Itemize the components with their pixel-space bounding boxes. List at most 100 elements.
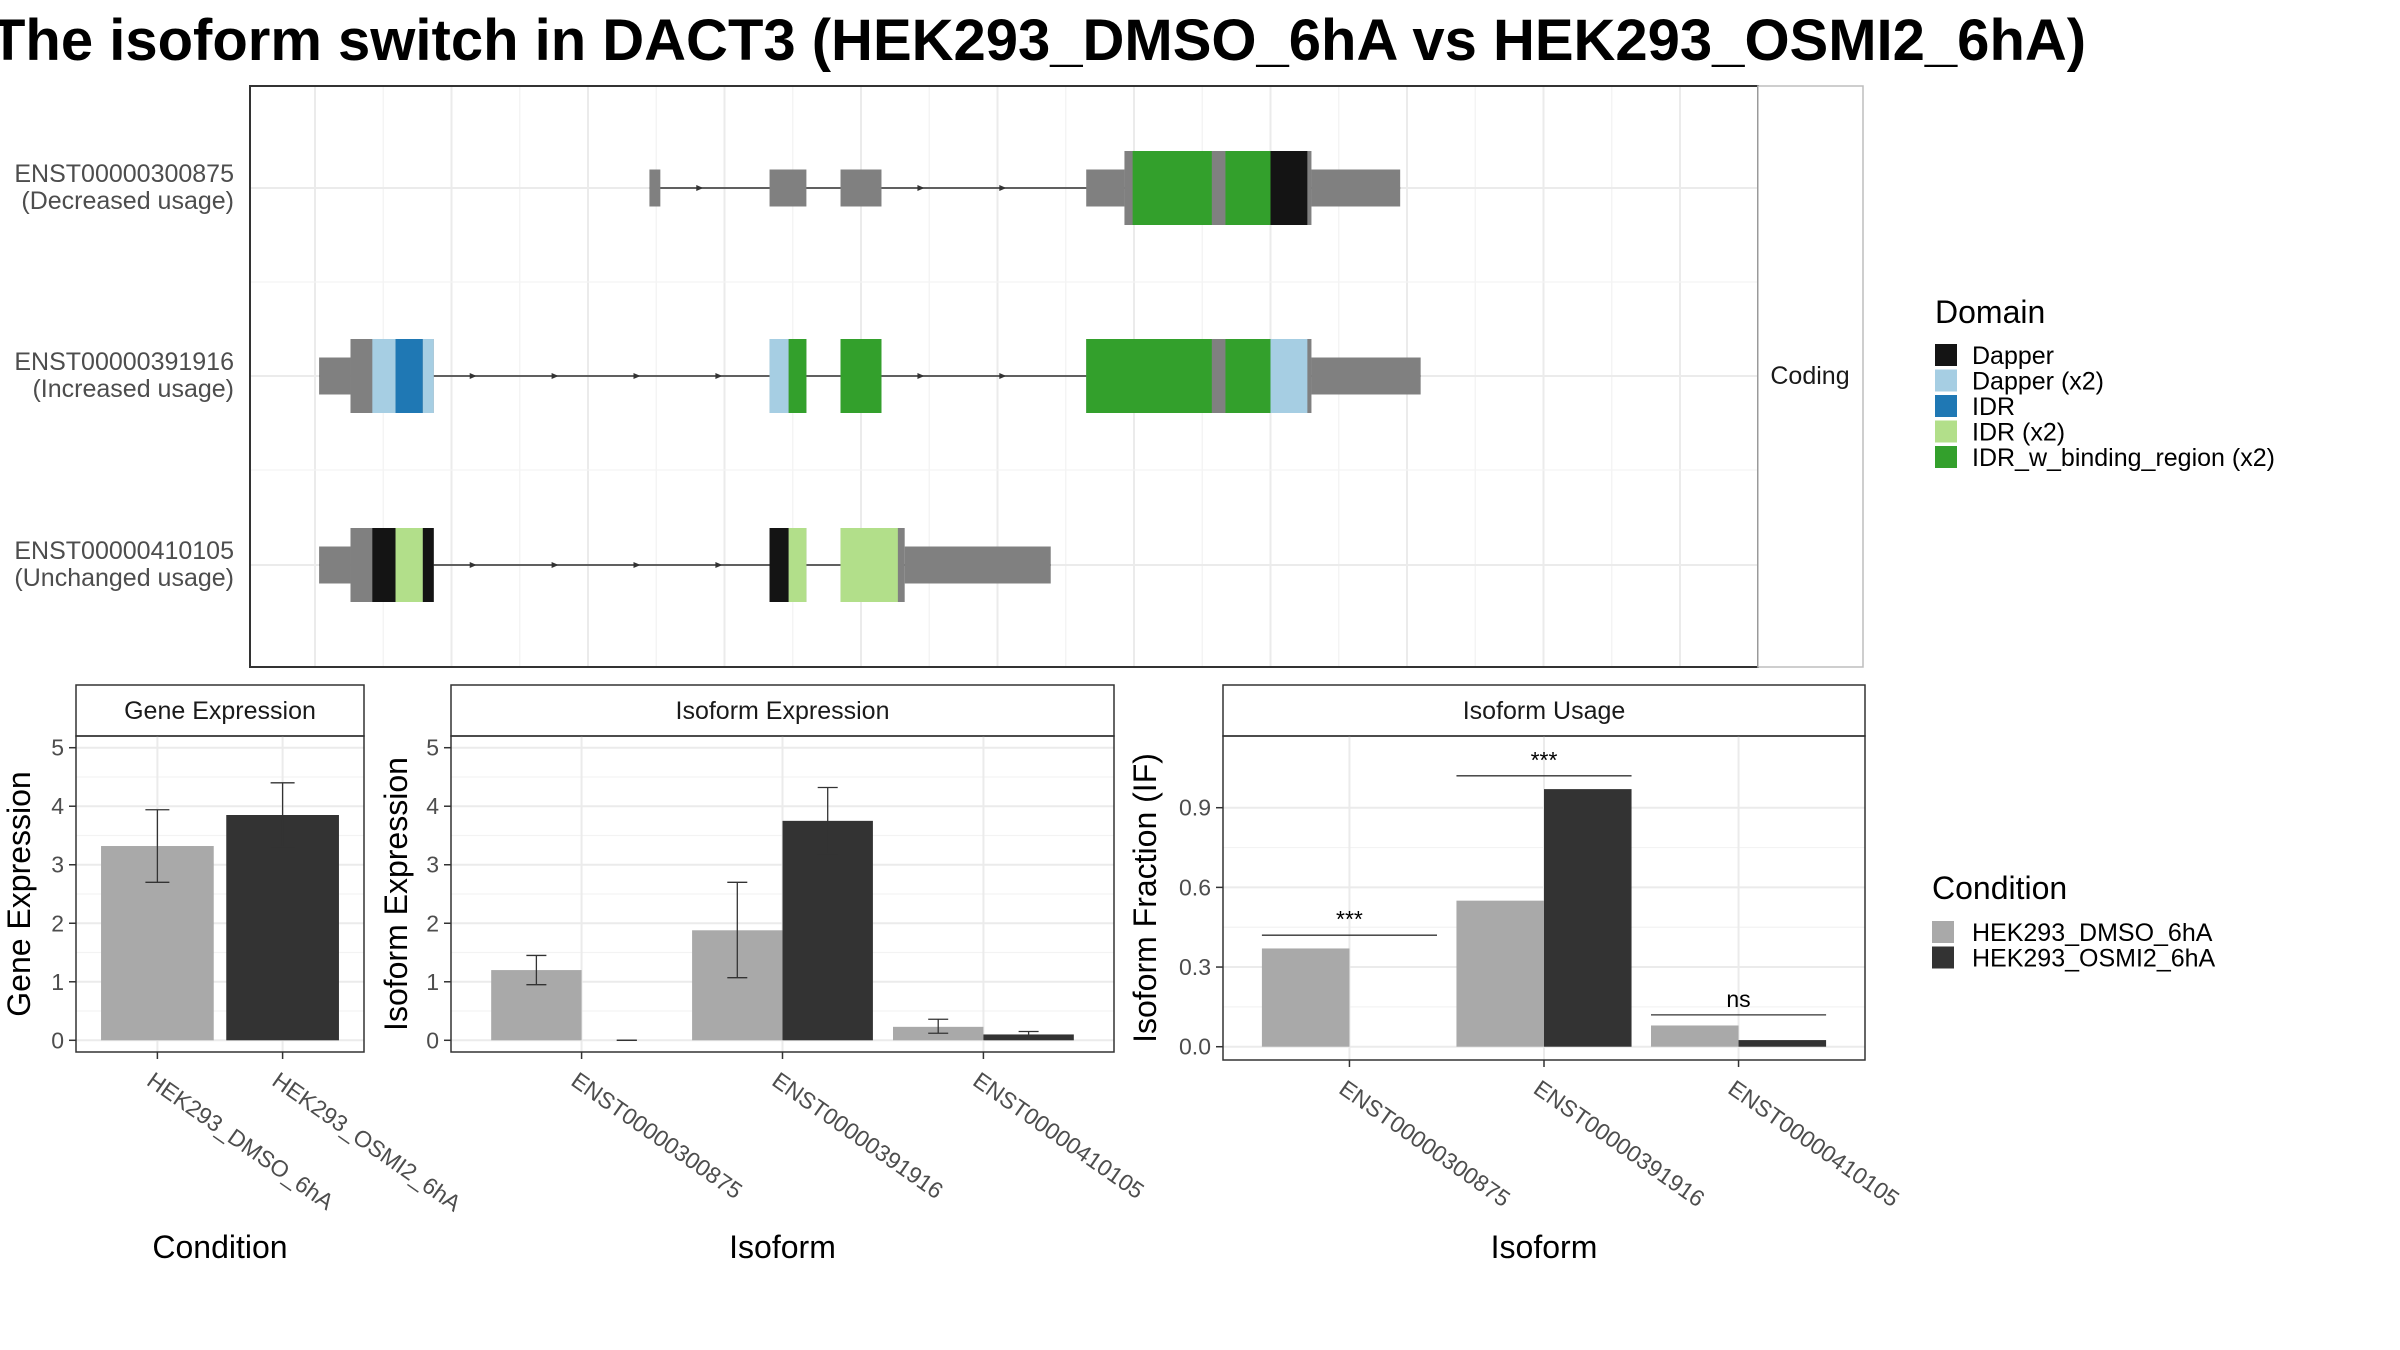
panel-strip	[75, 684, 365, 737]
legend-swatch	[1935, 344, 1957, 366]
legend-item-label: HEK293_DMSO_6hA	[1972, 919, 2213, 947]
y-axis-title: Isoform Fraction (IF)	[1127, 753, 1163, 1043]
y-tick-label: 0.6	[1179, 874, 1211, 900]
y-tick-label: 4	[426, 793, 439, 819]
bar	[782, 820, 873, 1041]
legend-title: Condition	[1932, 870, 2067, 906]
legend-item-label: IDR	[1972, 393, 2015, 421]
domain-block	[372, 339, 396, 413]
y-tick-label: 0.9	[1179, 795, 1211, 821]
legend-title: Domain	[1935, 294, 2045, 330]
x-tick-label: ENST00000391916	[768, 1067, 948, 1204]
x-tick-label: ENST00000410105	[1724, 1075, 1904, 1212]
legend-swatch	[1935, 420, 1957, 443]
domain-block	[1270, 151, 1308, 225]
domain-block	[769, 528, 789, 602]
exon-block	[1311, 357, 1421, 395]
y-tick-label: 2	[51, 910, 64, 936]
panel-strip	[1222, 684, 1866, 737]
y-tick-label: 4	[51, 793, 64, 819]
domain-block	[1225, 151, 1271, 225]
domain-block	[788, 339, 807, 413]
significance-label: ***	[1531, 747, 1558, 773]
intron-arrow	[696, 185, 704, 191]
y-tick-label: 0.3	[1179, 954, 1211, 980]
bar	[226, 815, 339, 1041]
legend-item-label: Dapper (x2)	[1972, 368, 2104, 396]
legend-swatch	[1935, 446, 1957, 468]
panel-strip	[450, 684, 1115, 737]
domain-block	[395, 528, 423, 602]
structure-strip-label: Coding	[1770, 362, 1849, 390]
exon-block	[319, 546, 351, 584]
domain-block	[1132, 151, 1212, 225]
y-axis-title: Isoform Expression	[378, 757, 414, 1031]
domain-block	[422, 339, 434, 413]
panel-strip-label: Gene Expression	[124, 697, 316, 725]
domain-block	[372, 528, 396, 602]
intron-arrow	[715, 373, 723, 379]
domain-block	[840, 528, 898, 602]
domain-block	[769, 339, 789, 413]
y-axis-title: Gene Expression	[1, 771, 37, 1016]
exon-block	[649, 169, 661, 207]
bar	[1738, 1040, 1827, 1047]
x-axis-title: Isoform	[729, 1229, 836, 1265]
y-tick-label: 0	[51, 1027, 64, 1053]
panel-strip-label: Isoform Expression	[676, 697, 890, 725]
isoform-track	[319, 339, 1421, 413]
intron-arrow	[999, 185, 1007, 191]
isoform-track	[319, 528, 1051, 602]
x-tick-label: ENST00000300875	[567, 1067, 747, 1204]
intron-arrow	[917, 185, 925, 191]
x-axis-title: Isoform	[1491, 1229, 1598, 1265]
legend-swatch	[1935, 369, 1957, 392]
legend-swatch	[1935, 395, 1957, 417]
gene-structure-panel: ENST00000300875(Decreased usage) ENST0000…	[14, 85, 1864, 668]
bar	[1651, 1025, 1739, 1047]
exon-block	[840, 169, 882, 207]
exon-block	[1311, 169, 1401, 207]
y-tick-label: 3	[426, 852, 439, 878]
y-tick-label: 0.0	[1179, 1034, 1211, 1060]
significance-label: ns	[1726, 986, 1750, 1012]
legend-swatch	[1932, 921, 1954, 943]
intron-arrow	[469, 373, 477, 379]
isoform-track	[649, 151, 1401, 225]
intron-arrow	[715, 562, 723, 568]
y-tick-label: 1	[51, 969, 64, 995]
isoform-id-label: ENST00000391916	[14, 348, 234, 376]
isoform-usage-label: (Decreased usage)	[21, 187, 234, 215]
intron-arrow	[469, 562, 477, 568]
domain-block	[1086, 339, 1212, 413]
legend-item-label: Dapper	[1972, 342, 2054, 370]
x-tick-label: ENST00000410105	[969, 1067, 1149, 1204]
domain-block	[840, 339, 882, 413]
y-tick-label: 3	[51, 852, 64, 878]
domain-block	[422, 528, 434, 602]
panel-strip-label: Isoform Usage	[1463, 697, 1626, 725]
intron-arrow	[917, 373, 925, 379]
legend-swatch	[1932, 946, 1954, 969]
structure-strip	[1757, 85, 1864, 668]
exon-block	[319, 357, 351, 395]
isoform-usage-label: (Increased usage)	[32, 375, 234, 403]
bar	[1544, 789, 1632, 1047]
y-tick-label: 5	[51, 735, 64, 761]
legend-item-label: IDR_w_binding_region (x2)	[1972, 444, 2275, 472]
isoform-usage-panel: Isoform Usage 0.0 0.3 0.6 0.9 *** *** ns ENST000…	[1127, 684, 1904, 1265]
y-tick-label: 2	[426, 910, 439, 936]
y-tick-label: 0	[426, 1027, 439, 1053]
x-tick-label: ENST00000300875	[1335, 1075, 1515, 1212]
x-axis-title: Condition	[152, 1229, 287, 1265]
x-tick-label: ENST00000391916	[1529, 1075, 1709, 1212]
isoform-id-label: ENST00000300875	[14, 160, 234, 188]
intron-arrow	[551, 373, 559, 379]
bar	[1261, 948, 1350, 1047]
y-tick-label: 1	[426, 969, 439, 995]
intron-arrow	[551, 562, 559, 568]
intron-arrow	[633, 562, 641, 568]
